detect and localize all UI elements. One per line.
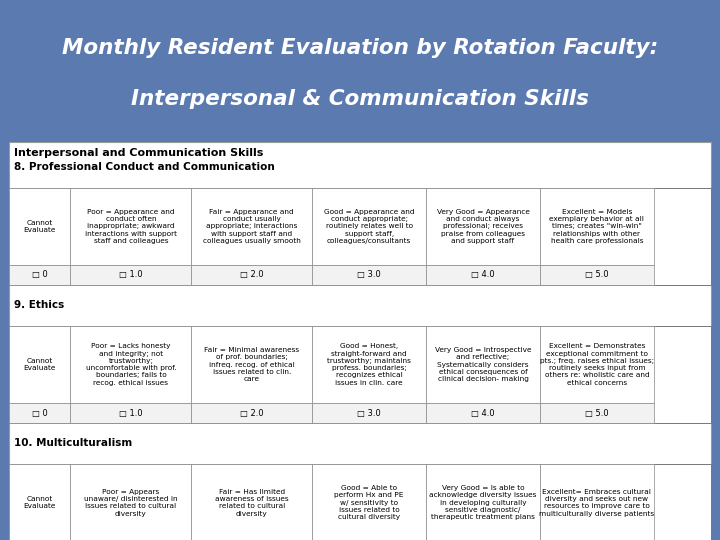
Text: Monthly Resident Evaluation by Rotation Faculty:: Monthly Resident Evaluation by Rotation … xyxy=(62,38,658,58)
Bar xyxy=(540,188,654,265)
Text: Fair = Appearance and
conduct usually
appropriate; interactions
with support sta: Fair = Appearance and conduct usually ap… xyxy=(203,209,301,244)
Bar xyxy=(9,464,71,540)
Text: Excellent = Demonstrates
exceptional commitment to
pts.; freq. raises ethical is: Excellent = Demonstrates exceptional com… xyxy=(540,343,654,386)
Text: 9. Ethics: 9. Ethics xyxy=(14,300,65,310)
Text: Poor = Lacks honesty
and integrity; not
trustworthy;
uncomfortable with prof.
bo: Poor = Lacks honesty and integrity; not … xyxy=(86,343,176,386)
Bar xyxy=(192,326,312,403)
Bar xyxy=(426,265,540,285)
Text: □ 0: □ 0 xyxy=(32,409,48,417)
Text: Excellent = Models
exemplary behavior at all
times; creates "win-win"
relationsh: Excellent = Models exemplary behavior at… xyxy=(549,209,644,244)
Text: □ 1.0: □ 1.0 xyxy=(119,271,143,279)
Text: 8. Professional Conduct and Communication: 8. Professional Conduct and Communicatio… xyxy=(14,162,275,172)
Text: Interpersonal & Communication Skills: Interpersonal & Communication Skills xyxy=(131,89,589,109)
Bar xyxy=(71,326,192,403)
Text: □ 2.0: □ 2.0 xyxy=(240,409,264,417)
Bar xyxy=(9,326,71,403)
Text: □ 3.0: □ 3.0 xyxy=(357,409,381,417)
Bar xyxy=(0,0,720,138)
Bar xyxy=(71,265,192,285)
Bar xyxy=(312,464,426,540)
Bar xyxy=(9,464,711,540)
Bar xyxy=(192,464,312,540)
Bar xyxy=(71,188,192,265)
Text: Poor = Appears
unaware/ disinterested in
issues related to cultural
diversity: Poor = Appears unaware/ disinterested in… xyxy=(84,489,178,517)
Text: □ 0: □ 0 xyxy=(32,271,48,279)
Text: Cannot
Evaluate: Cannot Evaluate xyxy=(23,496,55,509)
Bar xyxy=(9,403,71,423)
Bar xyxy=(9,265,71,285)
Text: □ 4.0: □ 4.0 xyxy=(471,409,495,417)
Text: Very Good = Is able to
acknowledge diversity issues
in developing culturally
sen: Very Good = Is able to acknowledge diver… xyxy=(429,485,536,520)
Bar xyxy=(426,403,540,423)
Bar xyxy=(312,403,426,423)
Text: □ 4.0: □ 4.0 xyxy=(471,271,495,279)
Text: Interpersonal and Communication Skills: Interpersonal and Communication Skills xyxy=(14,148,264,159)
Bar xyxy=(312,326,426,403)
Text: Very Good = Appearance
and conduct always
professional; receives
praise from col: Very Good = Appearance and conduct alway… xyxy=(436,209,529,244)
Text: 10. Multiculturalism: 10. Multiculturalism xyxy=(14,438,132,449)
Bar xyxy=(192,188,312,265)
Bar xyxy=(426,188,540,265)
Bar xyxy=(540,403,654,423)
Bar xyxy=(9,326,711,423)
Bar xyxy=(9,142,711,534)
Text: Fair = Has limited
awareness of issues
related to cultural
diversity: Fair = Has limited awareness of issues r… xyxy=(215,489,289,517)
Bar xyxy=(312,188,426,265)
Bar xyxy=(192,265,312,285)
Bar xyxy=(426,326,540,403)
Text: Very Good = Introspective
and reflective;
Systematically considers
ethical conse: Very Good = Introspective and reflective… xyxy=(435,347,531,382)
Text: Good = Appearance and
conduct appropriate;
routinely relates well to
support sta: Good = Appearance and conduct appropriat… xyxy=(324,209,415,244)
Text: Cannot
Evaluate: Cannot Evaluate xyxy=(23,220,55,233)
Text: □ 5.0: □ 5.0 xyxy=(585,409,608,417)
Text: □ 2.0: □ 2.0 xyxy=(240,271,264,279)
Bar xyxy=(192,403,312,423)
Bar xyxy=(540,464,654,540)
Text: Good = Honest,
straight-forward and
trustworthy; maintains
profess. boundaries;
: Good = Honest, straight-forward and trus… xyxy=(327,343,411,386)
Text: Cannot
Evaluate: Cannot Evaluate xyxy=(23,358,55,371)
Text: □ 1.0: □ 1.0 xyxy=(119,409,143,417)
Text: Good = Able to
perform Hx and PE
w/ sensitivity to
issues related to
cultural di: Good = Able to perform Hx and PE w/ sens… xyxy=(335,485,404,520)
Bar xyxy=(9,188,71,265)
Bar xyxy=(540,265,654,285)
Bar xyxy=(71,464,192,540)
Bar xyxy=(540,326,654,403)
Bar xyxy=(71,403,192,423)
Text: Poor = Appearance and
conduct often
inappropriate; awkward
interactions with sup: Poor = Appearance and conduct often inap… xyxy=(85,209,177,244)
Text: □ 3.0: □ 3.0 xyxy=(357,271,381,279)
Bar xyxy=(426,464,540,540)
Text: □ 5.0: □ 5.0 xyxy=(585,271,608,279)
Bar xyxy=(9,188,711,285)
Text: Excellent= Embraces cultural
diversity and seeks out new
resources to improve ca: Excellent= Embraces cultural diversity a… xyxy=(539,489,654,517)
Bar xyxy=(312,265,426,285)
Text: Fair = Minimal awareness
of prof. boundaries;
infreq. recog. of ethical
issues r: Fair = Minimal awareness of prof. bounda… xyxy=(204,347,300,382)
